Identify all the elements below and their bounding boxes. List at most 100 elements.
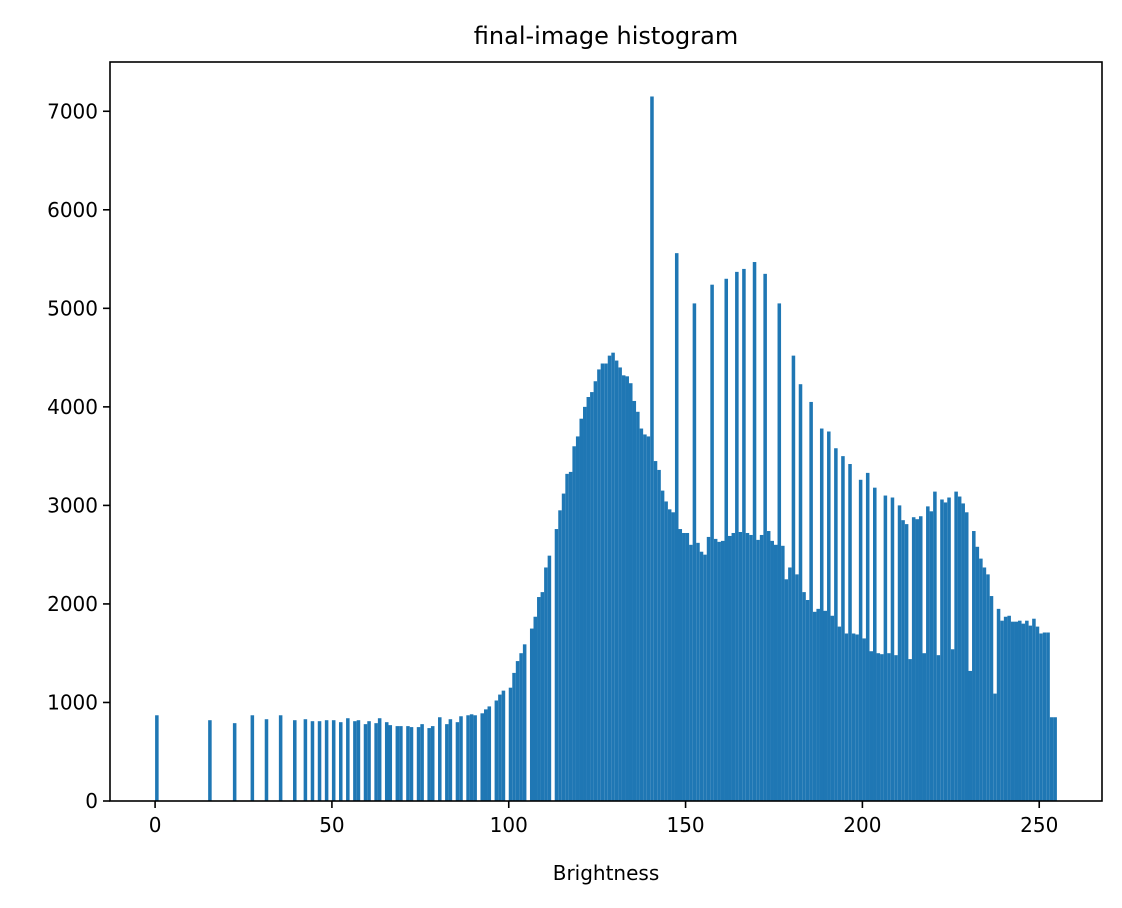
bar bbox=[667, 509, 672, 801]
bar bbox=[324, 720, 329, 801]
bar bbox=[607, 355, 612, 801]
bar bbox=[1032, 618, 1036, 801]
y-tick-label: 7000 bbox=[47, 99, 98, 123]
bar bbox=[614, 360, 619, 801]
bar bbox=[1049, 717, 1054, 801]
y-tick-label: 3000 bbox=[47, 493, 98, 517]
bar bbox=[1039, 633, 1043, 801]
bar bbox=[975, 546, 980, 801]
bar bbox=[979, 558, 983, 801]
bar bbox=[819, 428, 824, 801]
bar bbox=[600, 363, 605, 801]
bar bbox=[918, 516, 923, 801]
bar bbox=[155, 715, 159, 801]
x-axis-label: Brightness bbox=[553, 861, 660, 885]
bar bbox=[788, 567, 792, 801]
chart-title: final-image histogram bbox=[474, 22, 738, 50]
bar bbox=[579, 418, 584, 801]
bar bbox=[593, 381, 598, 801]
bar bbox=[558, 510, 562, 801]
bar bbox=[911, 517, 916, 801]
bar bbox=[533, 616, 538, 801]
bar bbox=[363, 724, 368, 801]
bar bbox=[880, 654, 884, 801]
bar bbox=[1021, 623, 1026, 801]
bar bbox=[575, 436, 580, 801]
y-tick-label: 2000 bbox=[47, 592, 98, 616]
x-tick-label: 150 bbox=[666, 813, 704, 837]
bar bbox=[904, 524, 909, 801]
bar bbox=[812, 611, 817, 801]
x-tick-label: 200 bbox=[843, 813, 881, 837]
bar bbox=[374, 723, 378, 801]
bar bbox=[674, 253, 679, 801]
bar bbox=[689, 544, 693, 801]
bar bbox=[483, 709, 488, 801]
bar bbox=[1028, 625, 1033, 801]
bar bbox=[653, 461, 658, 801]
bar bbox=[537, 597, 541, 801]
bar bbox=[773, 544, 778, 801]
bar bbox=[430, 726, 435, 801]
y-tick-label: 0 bbox=[85, 789, 98, 813]
bar bbox=[720, 540, 725, 801]
bar bbox=[586, 397, 591, 801]
bar bbox=[717, 541, 721, 801]
bar bbox=[844, 633, 849, 801]
bar bbox=[512, 672, 516, 801]
bar bbox=[628, 383, 633, 801]
bar bbox=[406, 726, 410, 801]
bar bbox=[858, 479, 863, 801]
bar bbox=[278, 715, 283, 801]
bar bbox=[445, 724, 449, 801]
bar bbox=[950, 649, 955, 801]
bar bbox=[540, 592, 545, 801]
bar bbox=[943, 502, 948, 801]
bar bbox=[996, 608, 1001, 801]
bar bbox=[501, 690, 506, 801]
bar bbox=[848, 464, 852, 801]
bar bbox=[830, 615, 835, 801]
bar bbox=[703, 554, 707, 801]
bar bbox=[455, 722, 460, 801]
bar bbox=[696, 542, 700, 801]
bar bbox=[529, 628, 534, 801]
bar bbox=[809, 401, 813, 801]
bar bbox=[618, 367, 622, 801]
bar bbox=[805, 599, 810, 801]
bar bbox=[791, 355, 796, 801]
bar bbox=[851, 633, 856, 801]
bar bbox=[639, 428, 644, 801]
bar bbox=[922, 653, 927, 801]
bar bbox=[915, 519, 919, 801]
bar bbox=[989, 596, 994, 801]
bar bbox=[522, 644, 527, 801]
bar bbox=[487, 706, 492, 801]
bar bbox=[590, 392, 594, 801]
bar bbox=[724, 278, 729, 802]
bar bbox=[897, 505, 902, 801]
bar bbox=[929, 511, 934, 801]
bar bbox=[420, 724, 424, 801]
bar bbox=[310, 721, 315, 801]
bar bbox=[862, 638, 866, 801]
bar bbox=[208, 720, 212, 801]
bar bbox=[515, 661, 520, 801]
bar bbox=[384, 722, 389, 801]
bar bbox=[777, 303, 782, 801]
bar bbox=[498, 694, 502, 801]
bar bbox=[448, 719, 453, 801]
bar bbox=[399, 726, 403, 801]
bar bbox=[728, 535, 732, 801]
bar bbox=[890, 497, 895, 801]
bar bbox=[855, 634, 859, 801]
y-tick-label: 5000 bbox=[47, 296, 98, 320]
bar bbox=[933, 491, 937, 801]
bar bbox=[1014, 621, 1019, 801]
bar bbox=[1003, 616, 1008, 801]
y-tick-label: 4000 bbox=[47, 395, 98, 419]
bar bbox=[597, 369, 601, 801]
bar bbox=[887, 653, 891, 801]
bar bbox=[752, 262, 757, 801]
